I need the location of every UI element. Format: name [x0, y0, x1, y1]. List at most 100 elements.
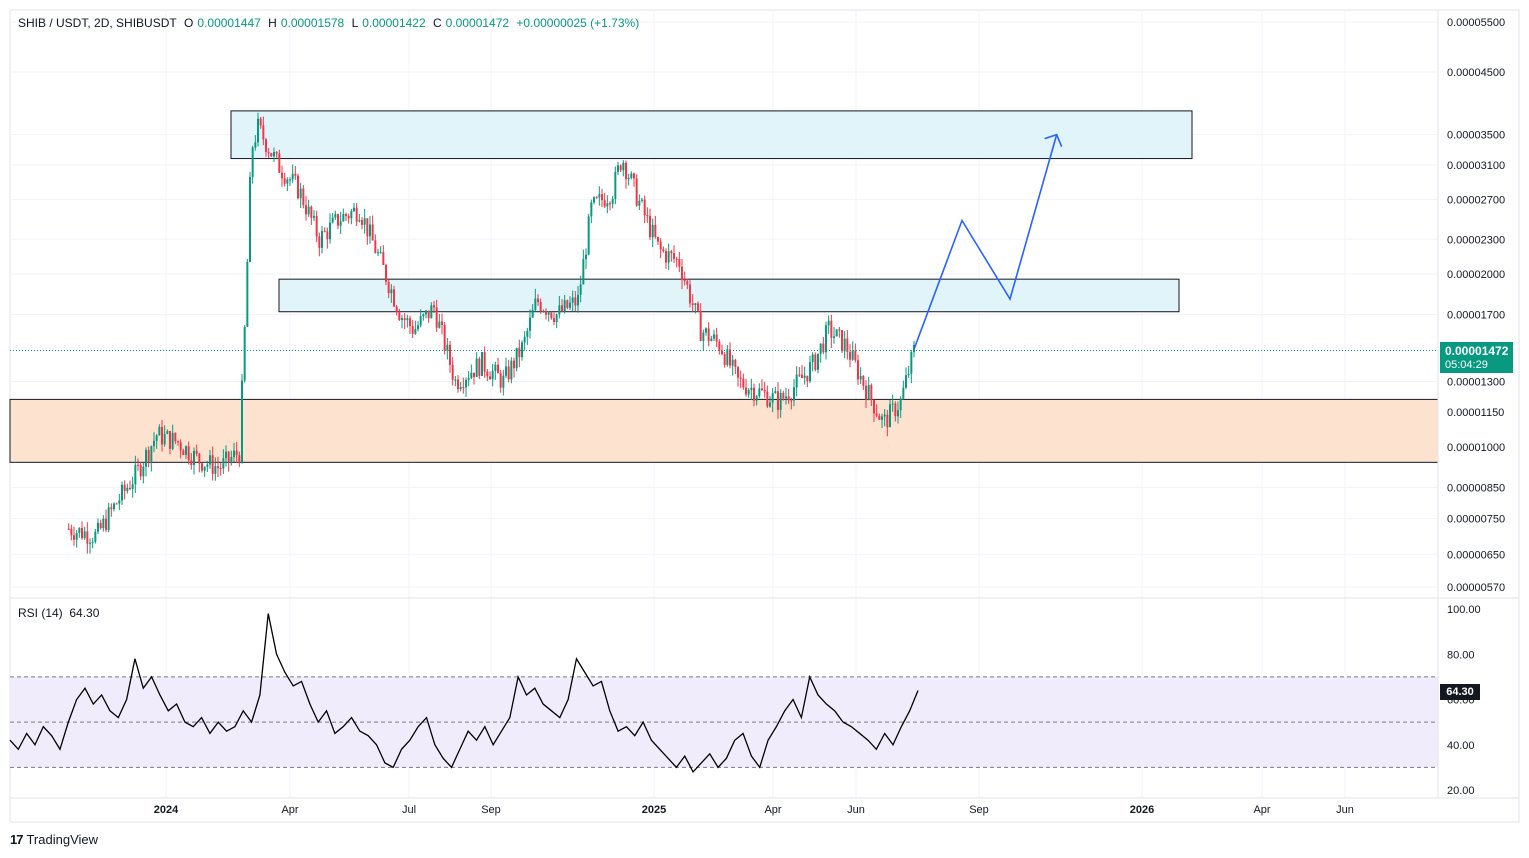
- candle-body: [715, 334, 718, 342]
- candle-body: [283, 178, 286, 184]
- candle-body: [529, 317, 531, 331]
- candle-body: [403, 318, 406, 321]
- candle-body: [587, 216, 590, 255]
- candle-body: [753, 387, 755, 401]
- candle-body: [198, 453, 201, 464]
- candle-body: [862, 375, 865, 386]
- price-tick: 0.00005500: [1447, 17, 1505, 29]
- candle-body: [902, 387, 905, 399]
- candle-body: [286, 179, 289, 184]
- candle-body: [841, 330, 843, 352]
- candle-body: [305, 205, 307, 215]
- candle-body: [505, 366, 507, 376]
- candle-body: [707, 328, 710, 341]
- candle-body: [345, 214, 347, 217]
- candle-body: [729, 349, 731, 366]
- candle-body: [598, 194, 601, 198]
- candle-body: [894, 403, 897, 417]
- candle-body: [310, 206, 313, 218]
- candle-body: [214, 466, 217, 474]
- candle-body: [774, 391, 777, 394]
- candle-body: [390, 289, 393, 294]
- candle-body: [337, 214, 339, 226]
- candle-body: [222, 458, 225, 469]
- projection-line[interactable]: [913, 134, 1058, 350]
- candle-body: [811, 354, 814, 363]
- candle-body: [675, 258, 678, 260]
- candle-body: [843, 338, 846, 352]
- candle-body: [697, 303, 699, 311]
- rsi-panel: [9, 613, 1438, 774]
- candle-body: [510, 360, 513, 380]
- candle-body: [219, 468, 222, 470]
- candle-body: [153, 440, 155, 447]
- candle-body: [635, 178, 638, 206]
- candle-body: [174, 432, 177, 442]
- candle-body: [315, 216, 318, 237]
- candle-body: [809, 362, 811, 382]
- candle-body: [161, 426, 163, 445]
- candle-body: [619, 165, 622, 171]
- zone-demand[interactable]: [9, 398, 1439, 463]
- candle-body: [777, 391, 779, 410]
- candle-body: [673, 253, 675, 259]
- candle-body: [254, 142, 257, 148]
- zone-upper-resistance[interactable]: [230, 110, 1193, 160]
- candle-body: [670, 251, 673, 254]
- candle-body: [662, 249, 665, 252]
- candle-body: [745, 387, 747, 395]
- zones: [9, 110, 1439, 463]
- candle-body: [118, 500, 121, 504]
- candle-body: [459, 387, 462, 389]
- candle-body: [638, 200, 641, 206]
- candle-body: [785, 396, 787, 399]
- candle-body: [363, 218, 366, 225]
- candle-body: [686, 281, 689, 285]
- candle-body: [177, 441, 179, 443]
- candle-body: [713, 334, 715, 339]
- candle-body: [422, 314, 425, 317]
- candle-body: [731, 359, 734, 366]
- candle-body: [601, 194, 603, 201]
- candle-body: [585, 254, 587, 260]
- candle-body: [454, 379, 457, 381]
- candle-body: [142, 466, 145, 477]
- candle-body: [395, 306, 398, 313]
- rsi-tick: 100.00: [1447, 604, 1481, 616]
- price-tick: 0.00000750: [1447, 514, 1505, 526]
- candle-body: [787, 396, 790, 401]
- candle-body: [465, 379, 467, 388]
- candle-body: [833, 336, 835, 338]
- candle-body: [361, 220, 363, 225]
- tradingview-logo[interactable]: 17 TradingView: [10, 832, 98, 847]
- candle-body: [134, 464, 137, 485]
- candles: [10, 112, 1438, 554]
- candle-body: [321, 231, 323, 248]
- candle-body: [582, 259, 585, 285]
- candle-body: [225, 451, 227, 459]
- zone-mid-resistance[interactable]: [278, 278, 1180, 313]
- candle-body: [609, 203, 611, 205]
- candle-body: [99, 522, 102, 529]
- candle-body: [651, 224, 654, 238]
- rsi-tick: 40.00: [1447, 740, 1475, 752]
- candle-body: [499, 373, 502, 388]
- candle-body: [339, 221, 342, 226]
- price-tick: 0.00003100: [1447, 160, 1505, 172]
- candle-body: [401, 318, 403, 320]
- candle-body: [691, 303, 694, 306]
- candle-body: [886, 414, 889, 428]
- candle-body: [665, 251, 667, 263]
- candle-body: [483, 352, 486, 372]
- candle-body: [195, 450, 198, 454]
- symbol-label[interactable]: SHIB / USDT, 2D, SHIBUSDT: [18, 16, 177, 30]
- time-tick: Jul: [402, 804, 416, 816]
- price-tick: 0.00003500: [1447, 130, 1505, 142]
- rsi-header[interactable]: RSI (14) 64.30: [18, 606, 99, 620]
- candle-body: [425, 310, 427, 315]
- candle-body: [449, 344, 451, 365]
- time-tick: Apr: [764, 804, 781, 816]
- candle-body: [625, 162, 627, 179]
